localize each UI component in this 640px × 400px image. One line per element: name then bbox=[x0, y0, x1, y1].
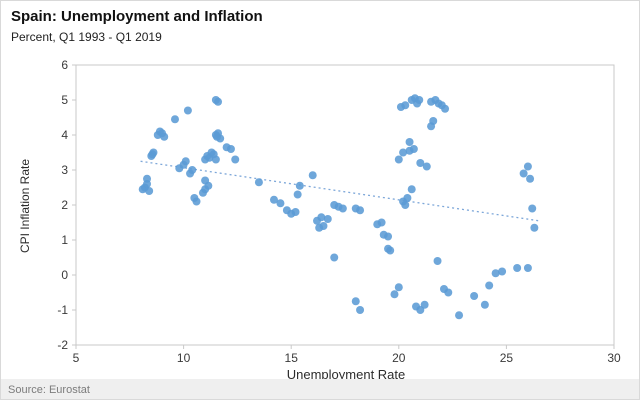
y-tick-label: -2 bbox=[57, 338, 68, 352]
y-tick-label: 6 bbox=[61, 58, 68, 72]
data-point bbox=[390, 290, 399, 299]
data-point bbox=[291, 208, 300, 216]
data-point bbox=[455, 311, 464, 320]
data-point bbox=[422, 162, 431, 171]
data-point bbox=[201, 176, 210, 185]
data-point bbox=[188, 166, 197, 174]
data-point bbox=[356, 306, 365, 314]
data-point bbox=[226, 145, 235, 153]
data-point bbox=[409, 145, 418, 153]
data-point bbox=[523, 162, 532, 171]
x-tick-label: 30 bbox=[607, 351, 621, 365]
data-point bbox=[231, 155, 240, 164]
data-point bbox=[181, 157, 190, 166]
data-point bbox=[330, 253, 339, 262]
data-point bbox=[399, 148, 408, 157]
data-point bbox=[470, 292, 479, 300]
data-point bbox=[160, 132, 169, 141]
data-point bbox=[429, 117, 438, 125]
data-point bbox=[513, 264, 522, 272]
data-point bbox=[401, 201, 410, 209]
trend-line bbox=[140, 160, 539, 222]
data-point bbox=[183, 106, 192, 115]
y-tick-label: 0 bbox=[61, 268, 68, 282]
x-tick-label: 25 bbox=[500, 351, 514, 365]
data-point bbox=[212, 132, 221, 141]
source-text: Source: Eurostat bbox=[8, 384, 90, 396]
data-point bbox=[338, 204, 347, 213]
y-tick-label: 2 bbox=[61, 198, 68, 212]
data-point bbox=[444, 288, 453, 297]
data-point bbox=[441, 104, 450, 113]
data-point bbox=[530, 223, 539, 232]
data-point bbox=[377, 218, 386, 227]
data-point bbox=[143, 174, 152, 183]
data-point bbox=[276, 199, 285, 208]
data-point bbox=[519, 169, 528, 178]
data-point bbox=[308, 171, 317, 180]
data-point bbox=[523, 264, 532, 272]
data-point bbox=[295, 181, 304, 190]
y-tick-label: -1 bbox=[57, 303, 68, 317]
data-point bbox=[528, 204, 537, 213]
data-point bbox=[323, 215, 332, 223]
data-point bbox=[394, 283, 403, 292]
data-point bbox=[356, 206, 365, 215]
data-point bbox=[394, 155, 403, 164]
data-point bbox=[170, 115, 179, 124]
chart-subtitle: Percent, Q1 1993 - Q1 2019 bbox=[11, 30, 162, 44]
data-point bbox=[407, 185, 416, 194]
data-point bbox=[254, 178, 263, 187]
data-point bbox=[433, 257, 442, 265]
data-point bbox=[420, 300, 429, 309]
data-point bbox=[317, 213, 326, 222]
data-point bbox=[480, 300, 489, 309]
data-point bbox=[148, 150, 157, 159]
data-point bbox=[386, 246, 395, 255]
y-tick-label: 3 bbox=[61, 163, 68, 177]
y-tick-label: 5 bbox=[61, 93, 68, 107]
data-point bbox=[485, 281, 494, 290]
data-point bbox=[315, 223, 324, 232]
data-point bbox=[491, 269, 500, 278]
data-point bbox=[526, 174, 535, 183]
data-point bbox=[384, 232, 393, 241]
data-point bbox=[207, 148, 216, 157]
data-point bbox=[211, 155, 220, 164]
data-point bbox=[416, 159, 425, 167]
x-tick-label: 10 bbox=[177, 351, 191, 365]
x-axis-label: Unemployment Rate bbox=[286, 367, 406, 382]
y-axis-label: CPI Inflation Rate bbox=[18, 158, 32, 254]
data-point bbox=[498, 267, 507, 276]
y-tick-label: 1 bbox=[61, 233, 68, 247]
source-bar bbox=[1, 379, 639, 399]
data-point bbox=[192, 197, 201, 206]
data-point bbox=[415, 96, 424, 104]
data-point bbox=[214, 97, 223, 106]
x-tick-label: 15 bbox=[285, 351, 299, 365]
data-point bbox=[145, 187, 154, 195]
data-point bbox=[403, 194, 412, 202]
chart-title: Spain: Unemployment and Inflation bbox=[11, 8, 263, 25]
data-point bbox=[405, 138, 414, 146]
data-point bbox=[269, 195, 278, 204]
data-point bbox=[351, 297, 360, 306]
x-tick-label: 5 bbox=[73, 351, 80, 365]
y-tick-label: 4 bbox=[61, 128, 68, 142]
data-point bbox=[293, 190, 302, 199]
x-tick-label: 20 bbox=[392, 351, 406, 365]
data-point bbox=[401, 101, 410, 110]
